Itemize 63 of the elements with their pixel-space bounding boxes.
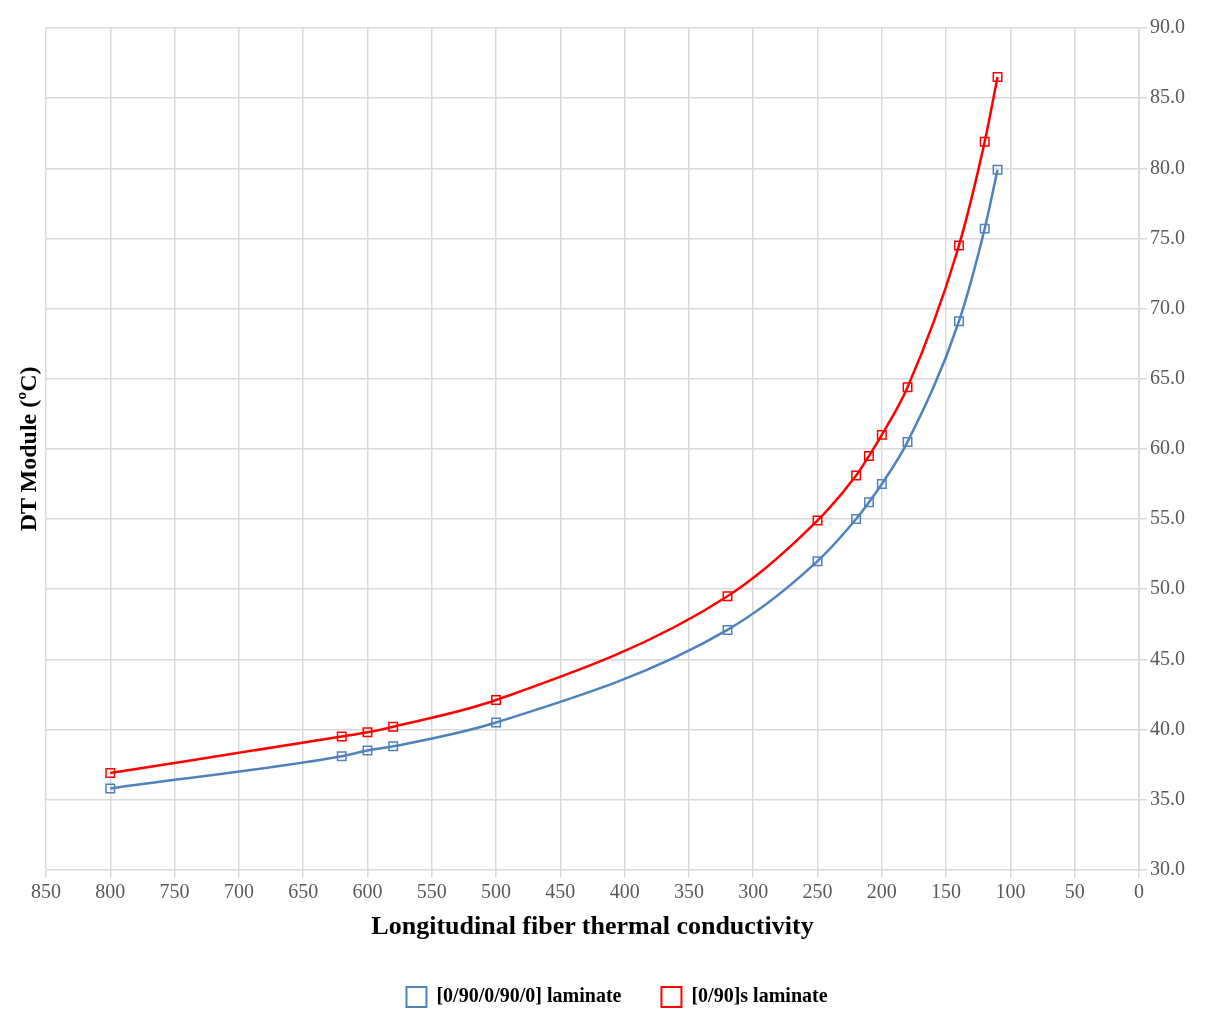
point bbox=[863, 450, 874, 461]
y-tick-label: 65.0 bbox=[1150, 366, 1185, 388]
x-tick-label: 700 bbox=[223, 880, 254, 903]
x-tick-label: 500 bbox=[481, 880, 512, 903]
point bbox=[812, 515, 823, 526]
point bbox=[979, 136, 990, 147]
x-tick-label: 300 bbox=[738, 880, 769, 903]
x-tick-label: 250 bbox=[802, 880, 833, 903]
y-tick-label: 75.0 bbox=[1150, 225, 1185, 248]
y-axis-title: DT Module (ºC) bbox=[15, 366, 42, 532]
legend-label: [0/90/0/90/0] laminate bbox=[436, 984, 622, 1007]
x-tick-label: 50 bbox=[1064, 880, 1085, 903]
x-tick-label: 550 bbox=[416, 880, 447, 903]
x-tick-label: 400 bbox=[609, 880, 640, 903]
x-tick-label: 850 bbox=[31, 880, 61, 903]
point bbox=[336, 731, 347, 742]
x-axis-title: Longitudinal fiber thermal conductivity bbox=[371, 911, 814, 941]
y-tick-label: 80.0 bbox=[1150, 155, 1185, 178]
y-tick-label: 50.0 bbox=[1150, 576, 1185, 599]
legend-label: [0/90]s laminate bbox=[691, 984, 828, 1007]
x-tick-label: 200 bbox=[866, 880, 897, 903]
point bbox=[876, 429, 887, 440]
y-tick-label: 70.0 bbox=[1150, 295, 1185, 318]
x-tick-label: 0 bbox=[1134, 880, 1144, 903]
point bbox=[979, 223, 990, 234]
point bbox=[362, 745, 373, 756]
y-tick-label: 30.0 bbox=[1150, 857, 1185, 880]
y-tick-label: 60.0 bbox=[1150, 436, 1185, 459]
point bbox=[491, 695, 502, 706]
point bbox=[953, 316, 964, 327]
point bbox=[722, 591, 733, 602]
point bbox=[105, 768, 116, 778]
y-tick-label: 55.0 bbox=[1150, 506, 1185, 529]
x-tick-label: 750 bbox=[159, 880, 190, 903]
point bbox=[992, 72, 1003, 83]
point bbox=[953, 240, 964, 251]
x-tick-label: 100 bbox=[995, 880, 1026, 903]
y-tick-label: 35.0 bbox=[1150, 786, 1185, 809]
point bbox=[992, 164, 1003, 175]
y-tick-label: 40.0 bbox=[1150, 716, 1185, 739]
point bbox=[902, 382, 913, 393]
y-tick-label: 90.0 bbox=[1150, 15, 1185, 38]
x-tick-label: 450 bbox=[545, 880, 576, 903]
point bbox=[851, 470, 862, 481]
y-tick-label: 45.0 bbox=[1150, 646, 1185, 669]
y-tick-label: 85.0 bbox=[1150, 85, 1185, 108]
point bbox=[876, 478, 887, 489]
point bbox=[863, 497, 874, 508]
x-tick-label: 350 bbox=[673, 880, 704, 903]
point bbox=[362, 727, 373, 738]
point bbox=[105, 783, 116, 794]
point bbox=[336, 751, 347, 762]
x-tick-label: 150 bbox=[931, 880, 962, 903]
point bbox=[722, 624, 733, 635]
point bbox=[388, 741, 399, 752]
x-tick-label: 800 bbox=[95, 880, 126, 903]
x-tick-label: 650 bbox=[288, 880, 319, 903]
point bbox=[851, 514, 862, 525]
point bbox=[902, 436, 913, 447]
point bbox=[491, 717, 502, 728]
point bbox=[388, 721, 399, 732]
point bbox=[812, 556, 823, 567]
x-tick-label: 600 bbox=[352, 880, 383, 903]
